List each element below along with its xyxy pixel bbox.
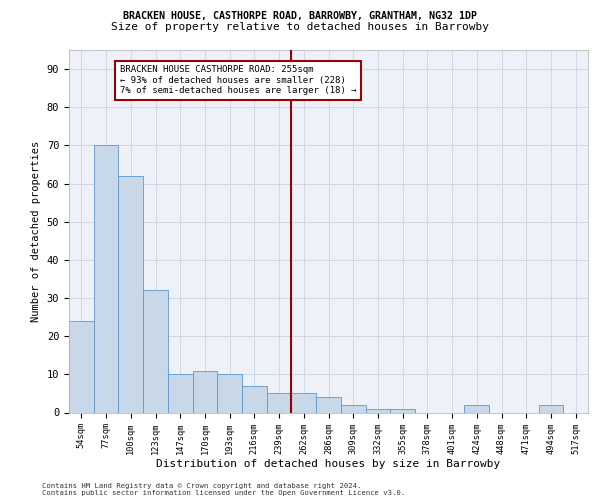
Text: Size of property relative to detached houses in Barrowby: Size of property relative to detached ho…: [111, 22, 489, 32]
Bar: [94, 146, 118, 412]
Bar: [69, 321, 94, 412]
Bar: [390, 408, 415, 412]
Text: Contains public sector information licensed under the Open Government Licence v3: Contains public sector information licen…: [42, 490, 405, 496]
Bar: [267, 394, 292, 412]
Bar: [118, 176, 143, 412]
Text: BRACKEN HOUSE, CASTHORPE ROAD, BARROWBY, GRANTHAM, NG32 1DP: BRACKEN HOUSE, CASTHORPE ROAD, BARROWBY,…: [123, 11, 477, 21]
Text: Contains HM Land Registry data © Crown copyright and database right 2024.: Contains HM Land Registry data © Crown c…: [42, 483, 361, 489]
Bar: [464, 405, 489, 412]
Bar: [143, 290, 168, 412]
Bar: [365, 408, 390, 412]
Bar: [539, 405, 563, 412]
Y-axis label: Number of detached properties: Number of detached properties: [31, 140, 41, 322]
Bar: [242, 386, 267, 412]
X-axis label: Distribution of detached houses by size in Barrowby: Distribution of detached houses by size …: [157, 460, 500, 469]
Bar: [168, 374, 193, 412]
Text: BRACKEN HOUSE CASTHORPE ROAD: 255sqm
← 93% of detached houses are smaller (228)
: BRACKEN HOUSE CASTHORPE ROAD: 255sqm ← 9…: [119, 66, 356, 95]
Bar: [292, 394, 316, 412]
Bar: [341, 405, 365, 412]
Bar: [193, 370, 217, 412]
Bar: [316, 397, 341, 412]
Bar: [217, 374, 242, 412]
